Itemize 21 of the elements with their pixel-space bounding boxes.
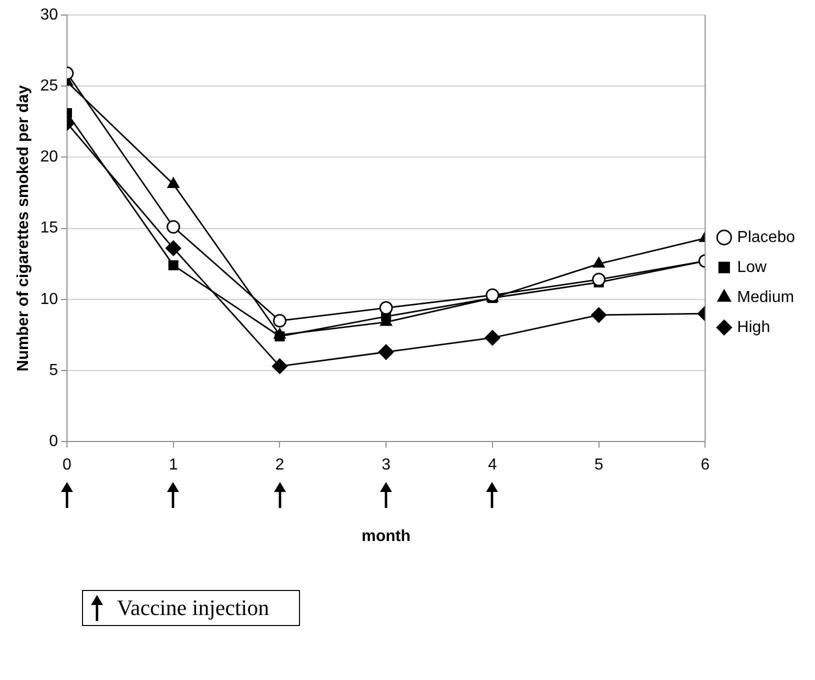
x-tick-label: 3 [382, 456, 391, 474]
y-tick-label: 10 [40, 290, 58, 308]
x-tick-label: 5 [594, 456, 604, 474]
x-tick-label: 4 [488, 456, 497, 474]
legend-label: Low [737, 258, 767, 276]
y-tick-label: 5 [49, 362, 58, 379]
legend-label: High [737, 318, 770, 336]
x-tick-label: 6 [700, 456, 710, 474]
y-tick-label: 15 [40, 220, 58, 237]
y-tick-label: 0 [49, 433, 58, 450]
y-tick-label: 30 [40, 6, 58, 24]
y-axis-title: Number of cigarettes smoked per day [15, 85, 32, 372]
legend-label: Medium [737, 288, 794, 306]
text: Vaccine injection [117, 595, 270, 621]
x-tick-label: 1 [168, 456, 178, 474]
y-tick-label: 20 [40, 148, 58, 166]
x-tick-label: 2 [275, 456, 284, 474]
y-tick-label: 25 [40, 78, 58, 95]
x-tick-label: 0 [62, 456, 72, 474]
x-axis-title: month [362, 528, 411, 545]
legend-label: Placebo [737, 228, 796, 246]
